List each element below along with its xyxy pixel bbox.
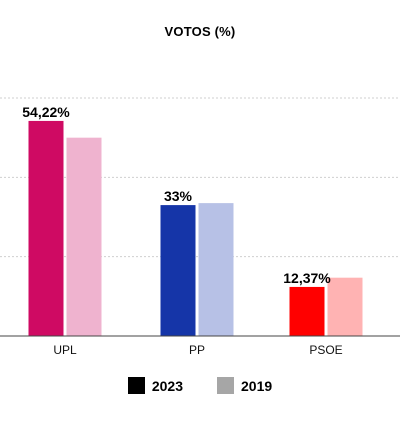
x-tick-upl: UPL (53, 343, 77, 357)
bar-chart: 54,22% 33% 12,37% UPL PP PSOE (0, 97, 400, 357)
legend-item-2023[interactable]: 2023 (127, 377, 183, 394)
data-label-psoe-2023: 12,37% (283, 270, 331, 286)
x-tick-pp: PP (189, 343, 205, 357)
data-labels: 54,22% 33% 12,37% (22, 104, 331, 286)
bars (28, 120, 363, 336)
chart-title: VOTOS (%) (164, 24, 236, 39)
legend-label-2023: 2023 (151, 377, 183, 394)
legend: 2023 2019 (0, 377, 400, 394)
data-label-upl-2023: 54,22% (22, 104, 70, 120)
bar-upl-2019[interactable] (66, 137, 102, 336)
data-label-pp-2023: 33% (164, 188, 193, 204)
legend-swatch-2019 (217, 377, 234, 394)
bar-upl-2023[interactable] (28, 120, 64, 336)
x-tick-psoe: PSOE (309, 343, 342, 357)
x-axis-ticks: UPL PP PSOE (53, 343, 342, 357)
bar-psoe-2019[interactable] (327, 277, 363, 336)
bar-pp-2023[interactable] (160, 205, 196, 336)
legend-label-2019: 2019 (241, 377, 273, 394)
legend-item-2019[interactable]: 2019 (217, 377, 272, 394)
legend-swatch-2023 (127, 377, 145, 394)
bar-psoe-2023[interactable] (289, 286, 325, 336)
bar-pp-2019[interactable] (198, 203, 234, 336)
